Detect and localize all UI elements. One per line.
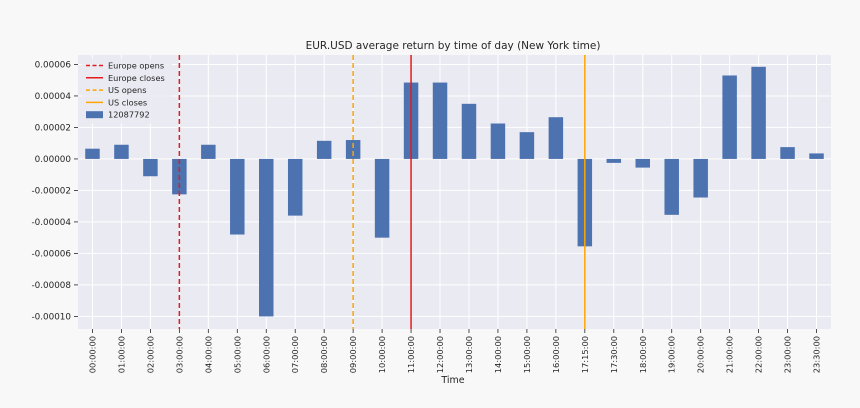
y-tick-label: 0.00002 bbox=[35, 124, 71, 134]
x-tick-label: 18:00:00 bbox=[638, 336, 648, 373]
bar-13-00-00 bbox=[461, 103, 477, 159]
x-tick-label: 20:00:00 bbox=[696, 336, 706, 373]
chart-title: EUR.USD average return by time of day (N… bbox=[306, 40, 601, 52]
x-tick-label: 06:00:00 bbox=[261, 336, 271, 373]
bar-04-00-00 bbox=[201, 144, 216, 159]
reference-lines bbox=[178, 55, 586, 329]
bar-14-00-00 bbox=[490, 123, 506, 159]
x-axis-label: Time bbox=[440, 375, 464, 386]
x-tick-label: 23:00:00 bbox=[783, 336, 793, 373]
bar-09-00-00 bbox=[345, 140, 361, 159]
legend-label: 12087792 bbox=[108, 110, 150, 120]
bar-12-00-00 bbox=[432, 82, 448, 159]
x-tick-label: 02:00:00 bbox=[145, 336, 155, 373]
y-tick-label: -0.00010 bbox=[31, 313, 71, 323]
bar-01-00-00 bbox=[114, 144, 129, 159]
bar-20-00-00 bbox=[693, 158, 708, 198]
x-tick-label: 13:00:00 bbox=[464, 336, 474, 373]
bar-21-00-00 bbox=[722, 75, 737, 159]
y-tick-label: -0.00006 bbox=[31, 250, 71, 260]
bar-10-00-00 bbox=[374, 158, 390, 238]
bar-16-00-00 bbox=[548, 117, 564, 159]
bar-08-00-00 bbox=[316, 140, 332, 159]
x-tick-label: 07:00:00 bbox=[290, 336, 300, 373]
bar-22-00-00 bbox=[751, 66, 766, 159]
legend-label: Europe opens bbox=[108, 61, 164, 71]
bar-15-00-00 bbox=[519, 132, 535, 159]
bars bbox=[85, 66, 824, 317]
legend-label: Europe closes bbox=[108, 73, 165, 83]
x-tick-label: 19:00:00 bbox=[667, 336, 677, 373]
x-tick-label: 14:00:00 bbox=[493, 336, 503, 373]
x-tick-label: 03:00:00 bbox=[174, 336, 184, 373]
bar-17-30-00 bbox=[606, 158, 622, 163]
legend: Europe opens Europe closes US opens US clos… bbox=[82, 58, 172, 124]
bar-23-30-00 bbox=[809, 153, 824, 159]
bar-00-00-00 bbox=[85, 148, 100, 159]
bar-05-00-00 bbox=[230, 158, 245, 235]
bar-06-00-00 bbox=[259, 158, 274, 317]
x-tick-label: 16:00:00 bbox=[551, 336, 561, 373]
legend-label: US opens bbox=[108, 85, 147, 95]
x-tick-label: 08:00:00 bbox=[319, 336, 329, 373]
x-tick-label: 00:00:00 bbox=[87, 336, 97, 373]
bar-02-00-00 bbox=[143, 158, 158, 177]
x-tick-label: 21:00:00 bbox=[725, 336, 735, 373]
x-tick-label: 15:00:00 bbox=[522, 336, 532, 373]
bar-07-00-00 bbox=[287, 158, 303, 216]
y-tick-label: 0.00000 bbox=[35, 155, 72, 165]
x-tick-label: 17:15:00 bbox=[580, 336, 590, 373]
legend-box bbox=[82, 58, 172, 124]
bar-23-00-00 bbox=[780, 147, 795, 159]
x-tick-label: 05:00:00 bbox=[232, 336, 242, 373]
y-tick-label: 0.00004 bbox=[35, 92, 72, 102]
y-tick-label: -0.00004 bbox=[31, 218, 71, 228]
x-tick-label: 23:30:00 bbox=[812, 336, 822, 373]
x-tick-label: 09:00:00 bbox=[348, 336, 358, 373]
x-tick-label: 01:00:00 bbox=[116, 336, 126, 373]
y-tick-label: -0.00008 bbox=[31, 281, 71, 291]
legend-bar-swatch bbox=[86, 111, 103, 119]
y-axis-ticks: 0.00006 0.00004 0.00002 0.00000 -0.00002 -0.0… bbox=[31, 61, 78, 323]
x-axis-ticks: 00:00:00 01:00:00 02:00:00 03:00:00 04:00:00… bbox=[87, 329, 822, 373]
x-tick-label: 04:00:00 bbox=[203, 336, 213, 373]
x-tick-label: 10:00:00 bbox=[377, 336, 387, 373]
bar-19-00-00 bbox=[664, 158, 679, 215]
x-tick-label: 12:00:00 bbox=[435, 336, 445, 373]
x-tick-label: 11:00:00 bbox=[406, 336, 416, 373]
bar-18-00-00 bbox=[635, 158, 650, 168]
grid bbox=[78, 55, 831, 329]
legend-label: US closes bbox=[108, 97, 147, 107]
x-tick-label: 17:30:00 bbox=[609, 336, 619, 373]
y-tick-label: 0.00006 bbox=[35, 61, 72, 71]
x-tick-label: 22:00:00 bbox=[754, 336, 764, 373]
y-tick-label: -0.00002 bbox=[31, 187, 71, 197]
